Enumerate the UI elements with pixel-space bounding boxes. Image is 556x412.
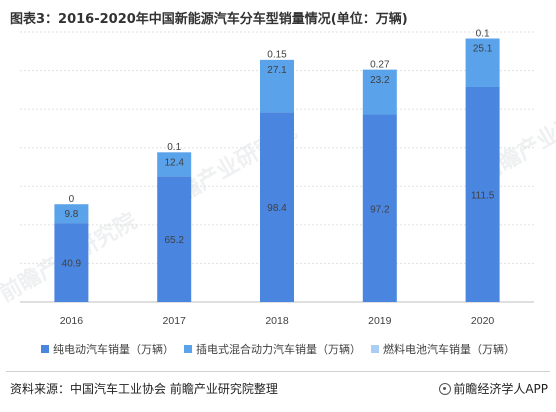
data-label: 0.27 <box>370 59 390 70</box>
data-label: 9.8 <box>64 209 78 220</box>
bar-segment <box>362 69 397 115</box>
chart-title: 图表3：2016-2020年中国新能源汽车分车型销量情况(单位：万辆) <box>10 12 408 27</box>
legend-swatch <box>41 345 49 353</box>
legend-swatch <box>184 345 192 353</box>
segment-labels: 40.9 9.8 0 65.2 12.4 0.1 98.4 27.1 0.15 97.2 23.2 0… <box>62 28 495 269</box>
bar-segment <box>157 152 192 177</box>
legend-swatch <box>371 345 379 353</box>
legend-label: 燃料电池汽车销量（万辆） <box>383 343 515 356</box>
data-label: 0.1 <box>167 142 181 153</box>
brand-name: 前瞻经济学人APP <box>453 382 548 396</box>
bar-segment <box>260 59 294 113</box>
data-label: 23.2 <box>370 75 390 86</box>
bar-segment <box>362 69 397 70</box>
legend-item: 插电式混合动力汽车销量（万辆） <box>184 341 361 357</box>
data-label: 12.4 <box>164 157 184 168</box>
x-tick-label: 2018 <box>265 315 289 327</box>
legend-item: 纯电动汽车销量（万辆） <box>41 341 174 357</box>
bar-segment <box>465 38 500 87</box>
data-label: 0.15 <box>267 50 287 61</box>
footer-divider <box>6 371 550 372</box>
data-label: 0.1 <box>476 28 490 39</box>
legend-label: 插电式混合动力汽车销量（万辆） <box>196 343 361 356</box>
data-label: 65.2 <box>164 235 184 246</box>
data-label: 25.1 <box>473 44 493 55</box>
source-note: 资料来源：中国汽车工业协会 前瞻产业研究院整理 <box>10 382 278 396</box>
x-tick-label: 2020 <box>471 315 495 327</box>
data-label: 40.9 <box>62 259 82 270</box>
bar-segment <box>54 204 89 224</box>
brand-credit: 前瞻经济学人APP <box>439 380 548 397</box>
x-tick-label: 2016 <box>60 315 84 327</box>
x-tick-label: 2019 <box>368 315 392 327</box>
bar-segment <box>260 112 294 302</box>
data-label: 98.4 <box>267 203 287 214</box>
legend-item: 燃料电池汽车销量（万辆） <box>371 341 515 357</box>
data-label: 0 <box>69 194 75 205</box>
legend-label: 纯电动汽车销量（万辆） <box>53 343 174 356</box>
bar-series <box>54 38 500 303</box>
brand-logo-icon <box>439 382 452 395</box>
bar-segment <box>54 223 89 302</box>
bar-segment <box>157 176 192 302</box>
data-label: 27.1 <box>267 65 287 76</box>
x-tick-labels: 2016 2017 2018 2019 2020 <box>60 315 495 327</box>
bar-segment <box>362 114 397 303</box>
data-label: 111.5 <box>471 190 495 201</box>
legend: 纯电动汽车销量（万辆） 插电式混合动力汽车销量（万辆） 燃料电池汽车销量（万辆） <box>0 341 556 357</box>
data-label: 97.2 <box>370 204 390 215</box>
x-tick-label: 2017 <box>163 315 187 327</box>
bar-segment <box>465 86 500 302</box>
